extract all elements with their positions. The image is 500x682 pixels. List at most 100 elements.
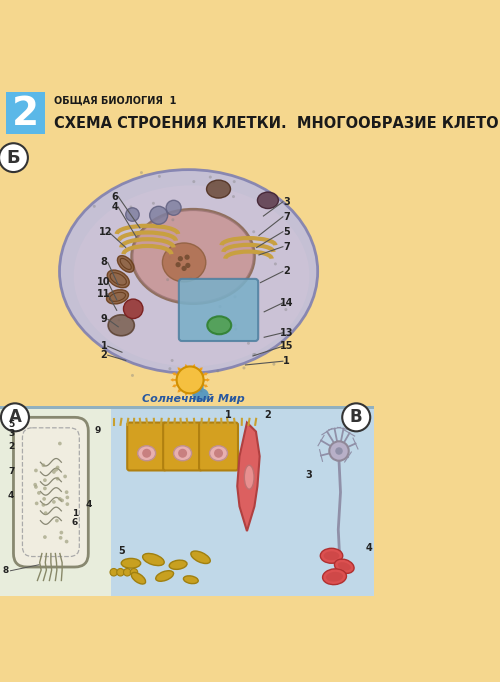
Circle shape [166,201,181,216]
Text: 15: 15 [280,341,293,351]
Circle shape [330,441,348,461]
Circle shape [55,519,58,522]
Text: 9: 9 [94,426,100,434]
FancyBboxPatch shape [199,423,238,471]
FancyArrow shape [184,364,191,380]
Text: 8: 8 [3,566,9,575]
Ellipse shape [106,290,128,304]
Text: Б: Б [6,149,20,166]
Circle shape [58,536,62,539]
Circle shape [52,500,56,504]
Ellipse shape [208,316,231,334]
Circle shape [176,366,204,394]
Circle shape [142,449,151,458]
Text: 7: 7 [8,467,14,477]
Bar [6,92,45,134]
FancyArrow shape [170,378,190,382]
Circle shape [64,490,68,494]
Ellipse shape [108,315,134,336]
Circle shape [116,569,124,576]
Circle shape [232,180,235,183]
Circle shape [124,299,143,318]
Text: 2: 2 [284,267,290,276]
Circle shape [252,231,255,233]
Bar [0,86,374,140]
Text: 8: 8 [100,257,107,267]
Text: 3: 3 [284,197,290,207]
Text: 6: 6 [111,192,118,202]
Ellipse shape [132,572,145,584]
Circle shape [34,483,37,486]
Circle shape [176,262,180,267]
Bar [304,409,374,596]
Circle shape [126,208,139,221]
Circle shape [192,180,196,183]
Circle shape [280,341,283,344]
FancyArrow shape [196,375,205,389]
Text: 1: 1 [100,341,107,351]
Ellipse shape [184,576,198,584]
Text: В: В [350,409,362,426]
Ellipse shape [174,446,192,461]
Text: 11: 11 [98,289,111,299]
Circle shape [60,499,64,502]
Circle shape [131,374,134,377]
Circle shape [35,501,38,505]
Circle shape [130,569,138,576]
FancyArrow shape [189,380,196,396]
Text: А: А [8,409,22,426]
Circle shape [150,206,168,224]
Circle shape [170,359,173,362]
Circle shape [66,502,69,506]
Text: 4: 4 [8,492,14,501]
FancyArrow shape [178,368,190,381]
Text: СХЕМА СТРОЕНИЯ КЛЕТКИ.  МНОГООБРАЗИЕ КЛЕТОК: СХЕМА СТРОЕНИЯ КЛЕТКИ. МНОГООБРАЗИЕ КЛЕТ… [54,116,500,131]
Circle shape [60,531,63,535]
Text: 4: 4 [366,544,372,553]
FancyArrow shape [190,379,208,387]
Circle shape [254,353,256,356]
Circle shape [232,195,235,198]
Circle shape [131,233,134,236]
Text: 2: 2 [8,442,14,451]
Circle shape [247,342,250,344]
Circle shape [140,171,143,174]
Ellipse shape [156,571,174,581]
Circle shape [124,569,131,576]
Circle shape [43,486,47,490]
Circle shape [63,475,67,478]
Circle shape [274,263,277,265]
Bar [111,409,304,596]
Text: 2: 2 [12,95,39,133]
Ellipse shape [338,562,351,570]
Circle shape [168,256,172,258]
Text: 4: 4 [85,501,91,509]
FancyArrow shape [172,372,191,381]
Circle shape [52,470,56,474]
Text: 7: 7 [284,212,290,222]
Circle shape [37,491,41,494]
Text: 1: 1 [72,509,78,518]
FancyArrow shape [190,378,210,382]
Ellipse shape [326,572,343,582]
Circle shape [234,295,236,298]
Circle shape [43,535,47,539]
Ellipse shape [191,551,210,563]
Circle shape [168,367,172,370]
Ellipse shape [60,170,318,373]
Circle shape [34,469,38,473]
Circle shape [178,449,187,458]
Circle shape [42,463,46,467]
Text: 14: 14 [280,298,293,308]
Circle shape [44,512,48,515]
Ellipse shape [107,270,130,288]
Ellipse shape [192,388,209,402]
Circle shape [128,209,131,211]
Circle shape [42,503,46,507]
Text: 4: 4 [111,202,118,212]
FancyArrow shape [178,379,190,393]
Text: 5: 5 [8,419,14,428]
Text: 3: 3 [305,470,312,480]
Text: Солнечный Мир: Солнечный Мир [142,394,244,404]
Circle shape [336,447,343,455]
